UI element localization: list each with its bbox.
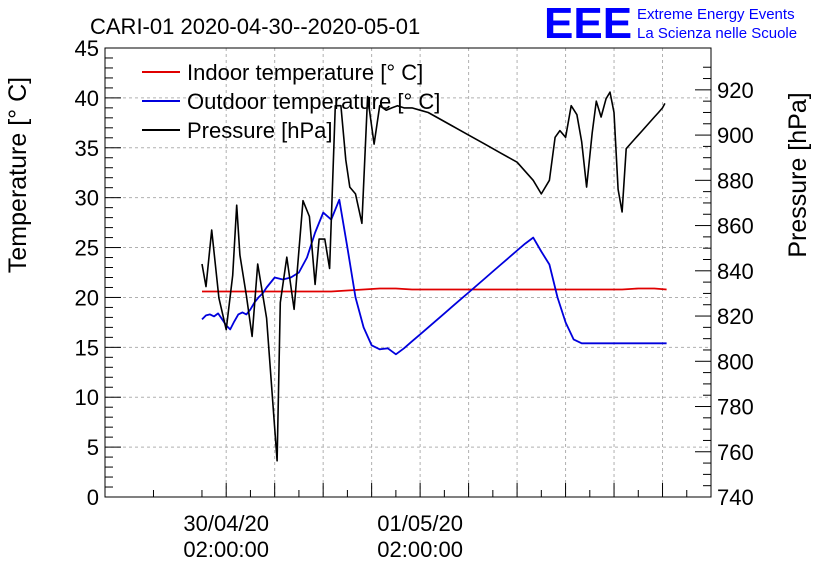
- y-right-tick-label: 820: [717, 304, 754, 329]
- y-left-tick-label: 0: [87, 485, 99, 510]
- y-right-axis-label: Pressure [hPa]: [784, 92, 812, 257]
- x-tick-label-date: 01/05/20: [377, 511, 463, 536]
- series-layer: [201, 91, 667, 462]
- eee-logo-line1: Extreme Energy Events: [637, 6, 795, 23]
- eee-logo: EEE Extreme Energy Events La Scienza nel…: [544, 0, 797, 48]
- x-tick-label-date: 30/04/20: [183, 511, 269, 536]
- y-right-tick-label: 780: [717, 395, 754, 420]
- series-line-indoor: [202, 287, 667, 293]
- y-left-tick-label: 25: [75, 236, 99, 261]
- series-line-pressure: [201, 91, 666, 462]
- legend: Indoor temperature [° C] Outdoor tempera…: [142, 60, 440, 143]
- y-right-tick-label: 760: [717, 440, 754, 465]
- eee-logo-mark: EEE: [544, 0, 632, 48]
- y-right-tick-label: 740: [717, 485, 754, 510]
- y-left-tick-label: 45: [75, 36, 99, 61]
- legend-label-outdoor: Outdoor temperature [° C]: [187, 89, 440, 114]
- y-left-axis-label: Temperature [° C]: [4, 77, 32, 273]
- chart-title: CARI-01 2020-04-30--2020-05-01: [90, 14, 420, 39]
- legend-label-pressure: Pressure [hPa]: [187, 118, 333, 143]
- x-tick-label-time: 02:00:00: [183, 537, 269, 562]
- y-left-tick-label: 20: [75, 285, 99, 310]
- grid-lines: [105, 48, 711, 497]
- y-left-tick-label: 15: [75, 335, 99, 360]
- plot-frame: [104, 47, 712, 498]
- series-line-outdoor: [201, 198, 667, 356]
- x-tick-label-time: 02:00:00: [377, 537, 463, 562]
- y-right-tick-label: 860: [717, 214, 754, 239]
- legend-label-indoor: Indoor temperature [° C]: [187, 60, 423, 85]
- eee-logo-line2: La Scienza nelle Scuole: [637, 25, 797, 42]
- y-right-tick-label: 880: [717, 168, 754, 193]
- y-right-tick-label: 840: [717, 259, 754, 284]
- axes-layer: 0 5 10 15 20 25 30 35 40 45 740 760 780 800 820 840 860 8…: [75, 36, 754, 562]
- y-left-tick-label: 5: [87, 435, 99, 460]
- y-left-tick-label: 10: [75, 385, 99, 410]
- y-right-tick-label: 920: [717, 78, 754, 103]
- y-left-tick-label: 30: [75, 186, 99, 211]
- y-left-tick-label: 35: [75, 136, 99, 161]
- y-left-tick-label: 40: [75, 86, 99, 111]
- y-right-tick-label: 800: [717, 349, 754, 374]
- y-right-tick-label: 900: [717, 123, 754, 148]
